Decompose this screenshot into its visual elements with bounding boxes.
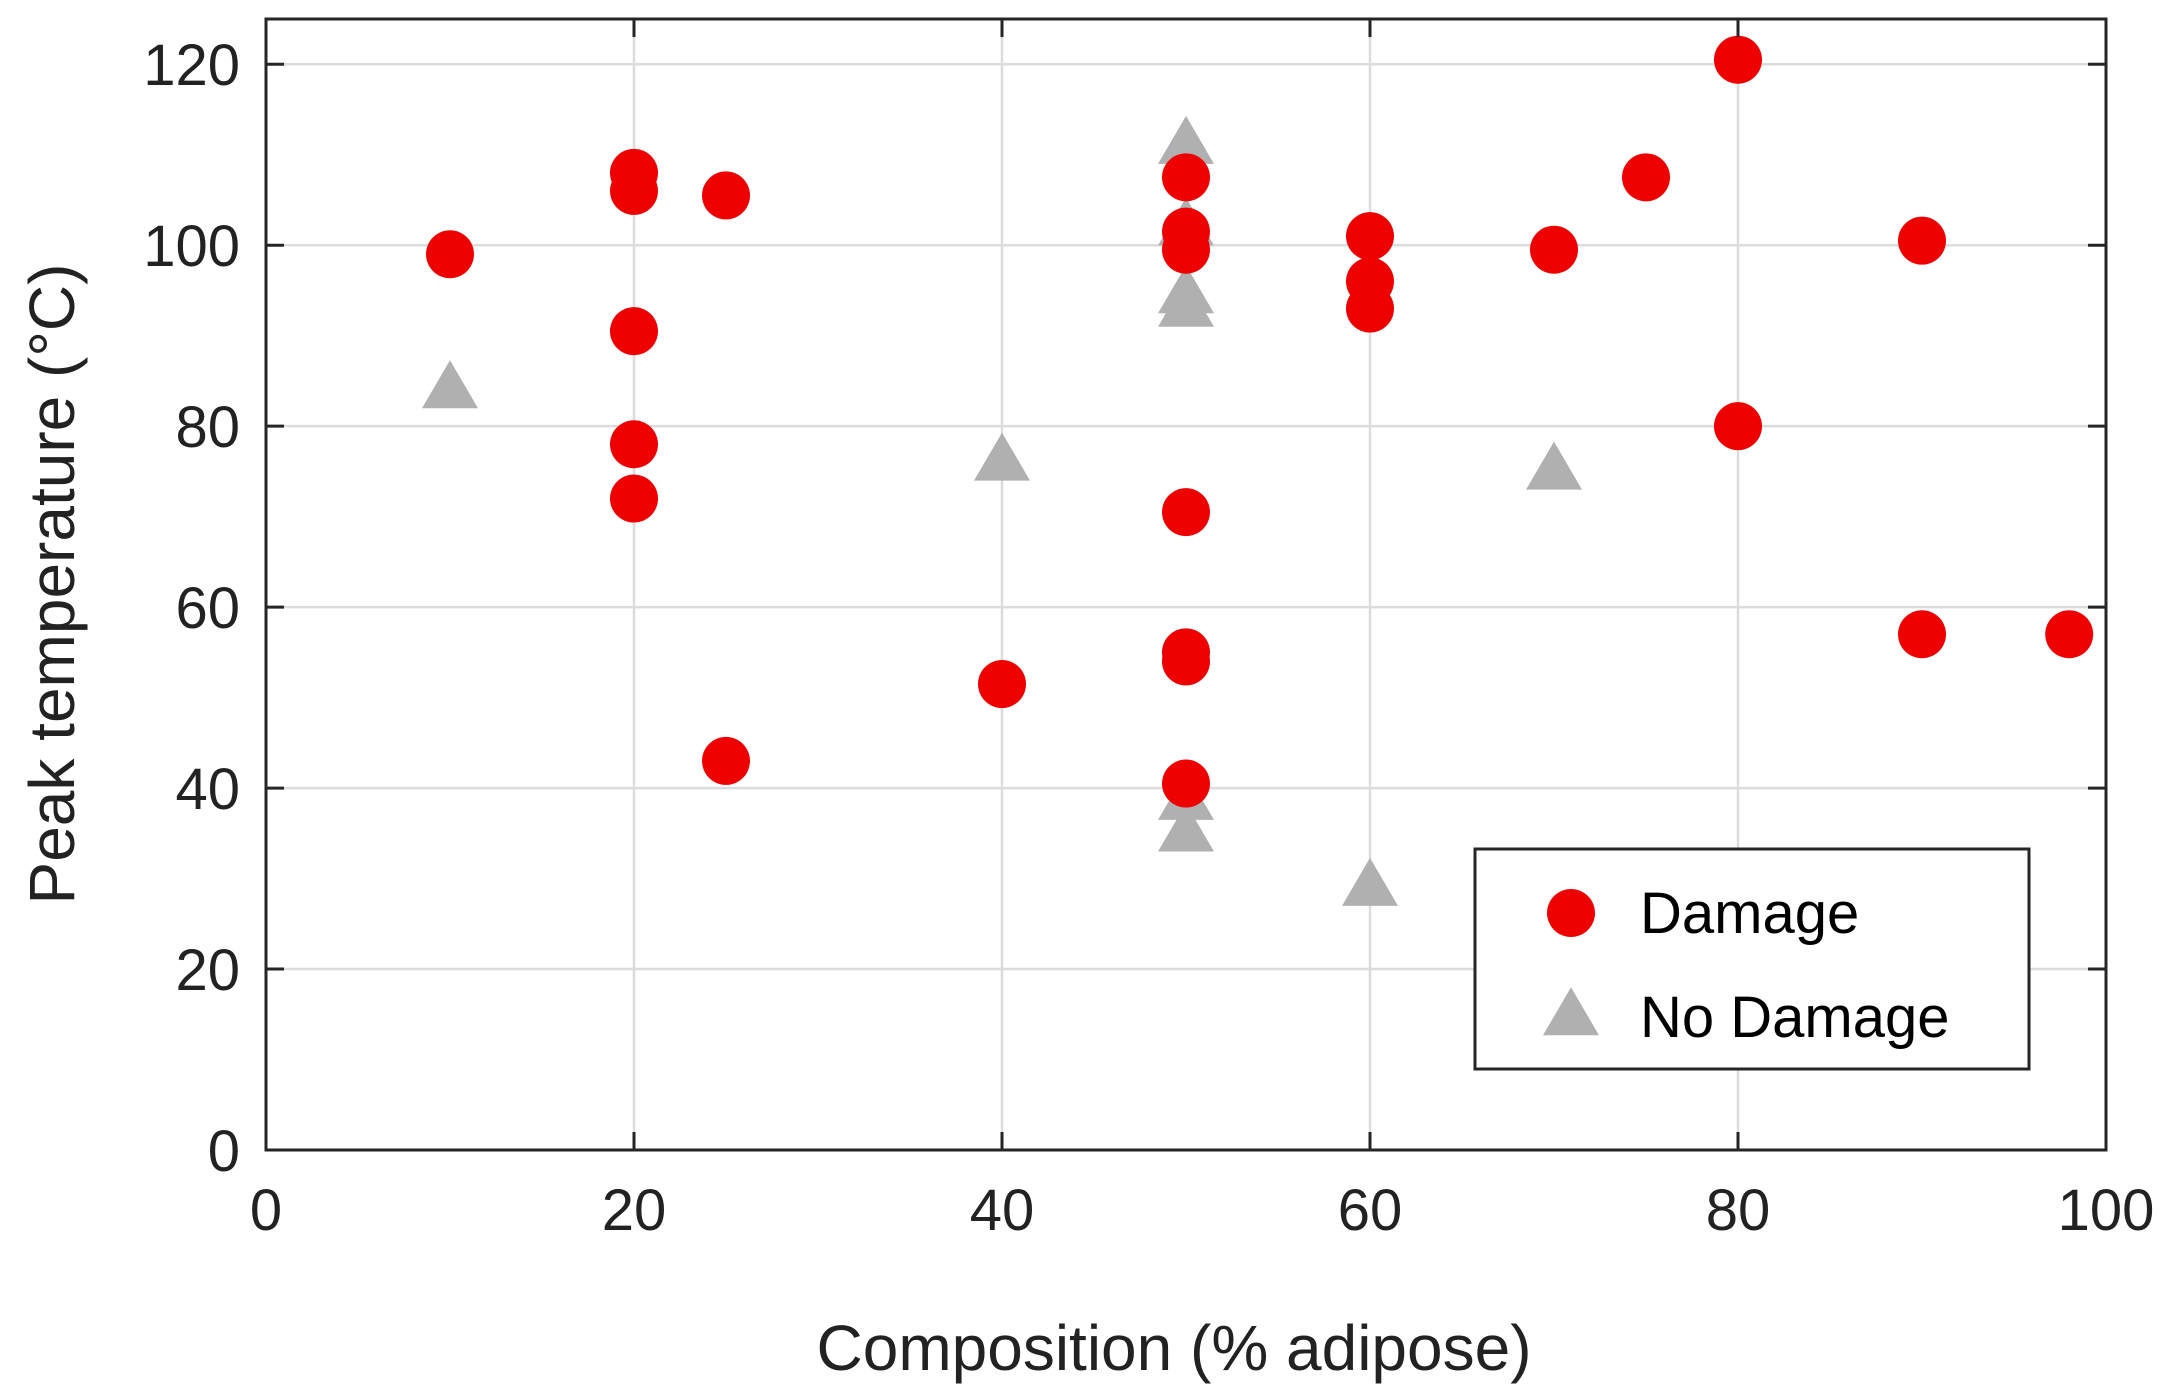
- y-tick-label: 0: [208, 1119, 240, 1184]
- x-tick-label: 40: [970, 1178, 1035, 1243]
- no-damage-point: [422, 360, 478, 409]
- y-axis-label: Peak temperature (°C): [16, 264, 88, 905]
- damage-point: [1714, 402, 1762, 451]
- legend-triangle-marker: [1543, 987, 1599, 1036]
- data-points: [422, 35, 2094, 906]
- y-tick-label: 20: [175, 938, 240, 1003]
- x-tick-label: 80: [1706, 1178, 1771, 1243]
- y-tick-label: 80: [175, 395, 240, 460]
- legend: Damage No Damage: [1473, 847, 2031, 1071]
- damage-point: [426, 230, 474, 279]
- no-damage-point: [974, 432, 1030, 481]
- x-tick-label: 0: [250, 1178, 282, 1243]
- damage-point: [702, 736, 750, 785]
- y-tick-label: 40: [175, 757, 240, 822]
- damage-point: [1162, 225, 1210, 274]
- y-tick-label: 120: [143, 33, 240, 98]
- axis-ticks: 0 20 40 60 80 100 0 20 40 60 80 100 120: [143, 19, 2154, 1243]
- damage-point: [2045, 610, 2094, 659]
- damage-point: [978, 660, 1026, 709]
- series-damage: [426, 35, 2094, 808]
- y-tick-label: 60: [175, 576, 240, 641]
- x-axis-label: Composition (% adipose): [817, 1312, 1532, 1384]
- no-damage-point: [1526, 441, 1582, 490]
- damage-point: [1162, 153, 1210, 202]
- legend-label: No Damage: [1640, 985, 1949, 1050]
- damage-point: [1346, 212, 1394, 261]
- damage-point: [610, 420, 658, 469]
- legend-label: Damage: [1640, 881, 1859, 946]
- damage-point: [1898, 216, 1946, 265]
- damage-point: [1714, 35, 1762, 84]
- damage-point: [610, 166, 658, 215]
- damage-point: [1898, 610, 1946, 659]
- damage-point: [1622, 153, 1670, 202]
- damage-point: [1162, 759, 1210, 808]
- damage-point: [1162, 488, 1210, 537]
- y-tick-label: 100: [143, 214, 240, 279]
- x-tick-label: 100: [2058, 1178, 2155, 1243]
- no-damage-point: [1342, 857, 1398, 906]
- legend-circle-marker: [1547, 889, 1595, 937]
- damage-point: [1530, 225, 1578, 274]
- x-tick-label: 60: [1338, 1178, 1403, 1243]
- damage-point: [610, 474, 658, 523]
- no-damage-point: [1158, 803, 1214, 852]
- no-damage-point: [1158, 115, 1214, 164]
- axes-frame: [264, 17, 2108, 1152]
- damage-point: [702, 171, 750, 220]
- damage-point: [610, 307, 658, 356]
- no-damage-point: [1158, 278, 1214, 327]
- damage-point: [1346, 284, 1394, 333]
- damage-point: [1162, 637, 1210, 686]
- x-tick-label: 20: [602, 1178, 667, 1243]
